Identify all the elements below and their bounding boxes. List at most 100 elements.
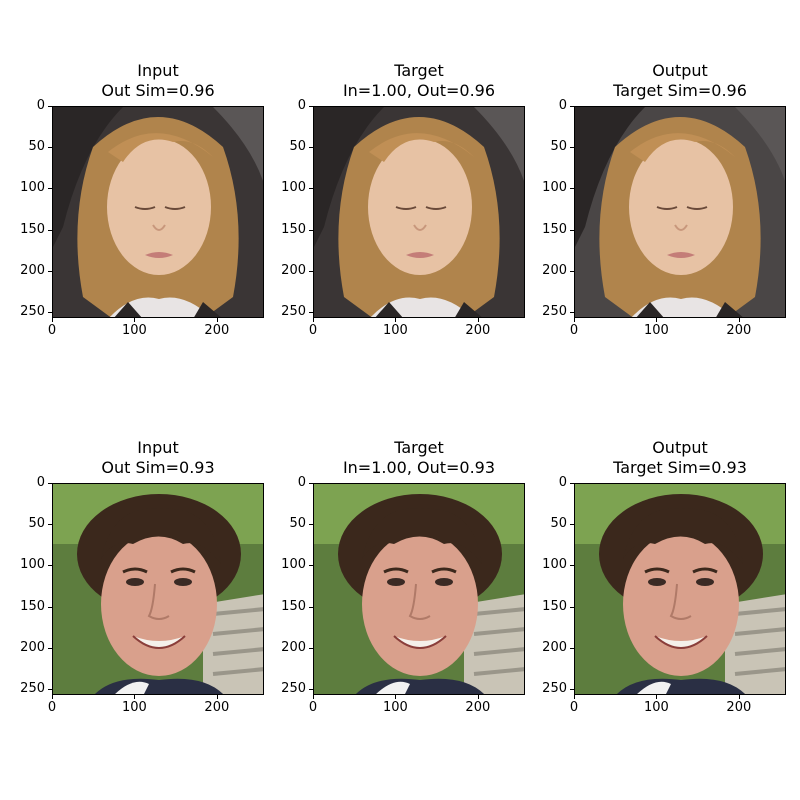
y-tick-mark	[309, 312, 313, 314]
y-tick-label: 150	[281, 221, 306, 237]
x-tick-mark	[477, 695, 479, 699]
x-tick-label: 200	[726, 323, 752, 338]
x-tick-mark	[52, 318, 53, 322]
x-tick-label: 100	[122, 700, 147, 715]
x-tick-label: 0	[47, 323, 57, 338]
y-tick-label: 50	[550, 516, 567, 532]
y-tick-label: 100	[20, 180, 45, 196]
panel-subtitle: Target Sim=0.93	[613, 458, 747, 477]
x-tick-label: 200	[465, 323, 491, 338]
y-tick-mark	[570, 689, 574, 691]
y-tick-mark	[309, 606, 313, 608]
y-tick-mark	[48, 229, 52, 231]
x-tick-label: 200	[465, 700, 491, 715]
x-tick-label: 0	[308, 323, 318, 338]
panel-title: Output	[652, 438, 708, 457]
y-tick-mark	[570, 606, 574, 608]
y-tick-label: 50	[550, 139, 567, 155]
panel-title: Target	[394, 61, 444, 80]
y-tick-label: 100	[281, 180, 306, 196]
child-face-image	[52, 106, 264, 318]
y-tick-label: 50	[28, 516, 45, 532]
y-tick-label: 250	[20, 681, 45, 697]
x-tick-mark	[656, 318, 658, 322]
x-tick-mark	[313, 695, 314, 699]
y-tick-label: 250	[542, 304, 567, 320]
y-tick-label: 0	[36, 475, 45, 490]
panel-title: Input	[137, 61, 179, 80]
y-tick-mark	[570, 229, 574, 231]
y-tick-mark	[570, 270, 574, 272]
y-tick-label: 200	[281, 639, 306, 655]
y-tick-mark	[570, 106, 574, 107]
x-tick-label: 100	[383, 323, 408, 338]
x-tick-label: 0	[308, 700, 318, 715]
y-tick-mark	[570, 483, 574, 484]
y-tick-label: 250	[542, 681, 567, 697]
y-tick-mark	[48, 689, 52, 691]
x-tick-mark	[738, 318, 740, 322]
y-tick-mark	[48, 483, 52, 484]
x-tick-mark	[216, 695, 218, 699]
x-tick-label: 0	[47, 700, 57, 715]
y-tick-label: 150	[281, 598, 306, 614]
x-tick-mark	[134, 318, 136, 322]
panel-subtitle: Target Sim=0.96	[613, 81, 747, 100]
y-tick-mark	[48, 647, 52, 649]
y-tick-mark	[309, 647, 313, 649]
y-tick-mark	[309, 147, 313, 149]
y-tick-mark	[309, 270, 313, 272]
x-tick-label: 200	[204, 700, 230, 715]
y-tick-label: 250	[20, 304, 45, 320]
x-tick-mark	[395, 695, 397, 699]
y-tick-label: 200	[20, 639, 45, 655]
y-tick-label: 100	[542, 180, 567, 196]
y-tick-mark	[48, 270, 52, 272]
y-tick-label: 200	[281, 262, 306, 278]
x-tick-mark	[134, 695, 136, 699]
x-tick-mark	[52, 695, 53, 699]
man-face-image	[52, 483, 264, 695]
x-tick-label: 200	[726, 700, 752, 715]
y-tick-mark	[48, 524, 52, 526]
y-tick-label: 150	[542, 221, 567, 237]
x-tick-mark	[477, 318, 479, 322]
panel-title: Output	[652, 61, 708, 80]
x-tick-mark	[738, 695, 740, 699]
x-tick-label: 0	[569, 700, 579, 715]
y-tick-mark	[309, 689, 313, 691]
child-face-image	[574, 106, 786, 318]
y-tick-mark	[570, 147, 574, 149]
child-face-image	[313, 106, 525, 318]
y-tick-label: 0	[297, 475, 306, 490]
y-tick-label: 0	[297, 98, 306, 113]
panel-title: Target	[394, 438, 444, 457]
y-tick-mark	[309, 483, 313, 484]
panel-subtitle: Out Sim=0.93	[101, 458, 215, 477]
y-tick-mark	[570, 524, 574, 526]
y-tick-mark	[570, 647, 574, 649]
x-tick-mark	[656, 695, 658, 699]
y-tick-mark	[48, 312, 52, 314]
y-tick-mark	[570, 188, 574, 190]
y-tick-mark	[48, 147, 52, 149]
y-tick-label: 200	[542, 262, 567, 278]
y-tick-label: 250	[281, 681, 306, 697]
y-tick-label: 200	[542, 639, 567, 655]
y-tick-label: 0	[558, 98, 567, 113]
y-tick-label: 250	[281, 304, 306, 320]
x-tick-mark	[574, 318, 575, 322]
y-tick-label: 200	[20, 262, 45, 278]
y-tick-mark	[48, 188, 52, 190]
panel-subtitle: In=1.00, Out=0.93	[342, 458, 496, 477]
y-tick-mark	[309, 188, 313, 190]
y-tick-mark	[309, 565, 313, 567]
y-tick-label: 100	[542, 557, 567, 573]
man-face-image	[574, 483, 786, 695]
panel-subtitle: In=1.00, Out=0.96	[342, 81, 496, 100]
y-tick-label: 50	[289, 516, 306, 532]
y-tick-label: 100	[281, 557, 306, 573]
y-tick-label: 150	[542, 598, 567, 614]
x-tick-label: 0	[569, 323, 579, 338]
x-tick-label: 100	[644, 700, 669, 715]
